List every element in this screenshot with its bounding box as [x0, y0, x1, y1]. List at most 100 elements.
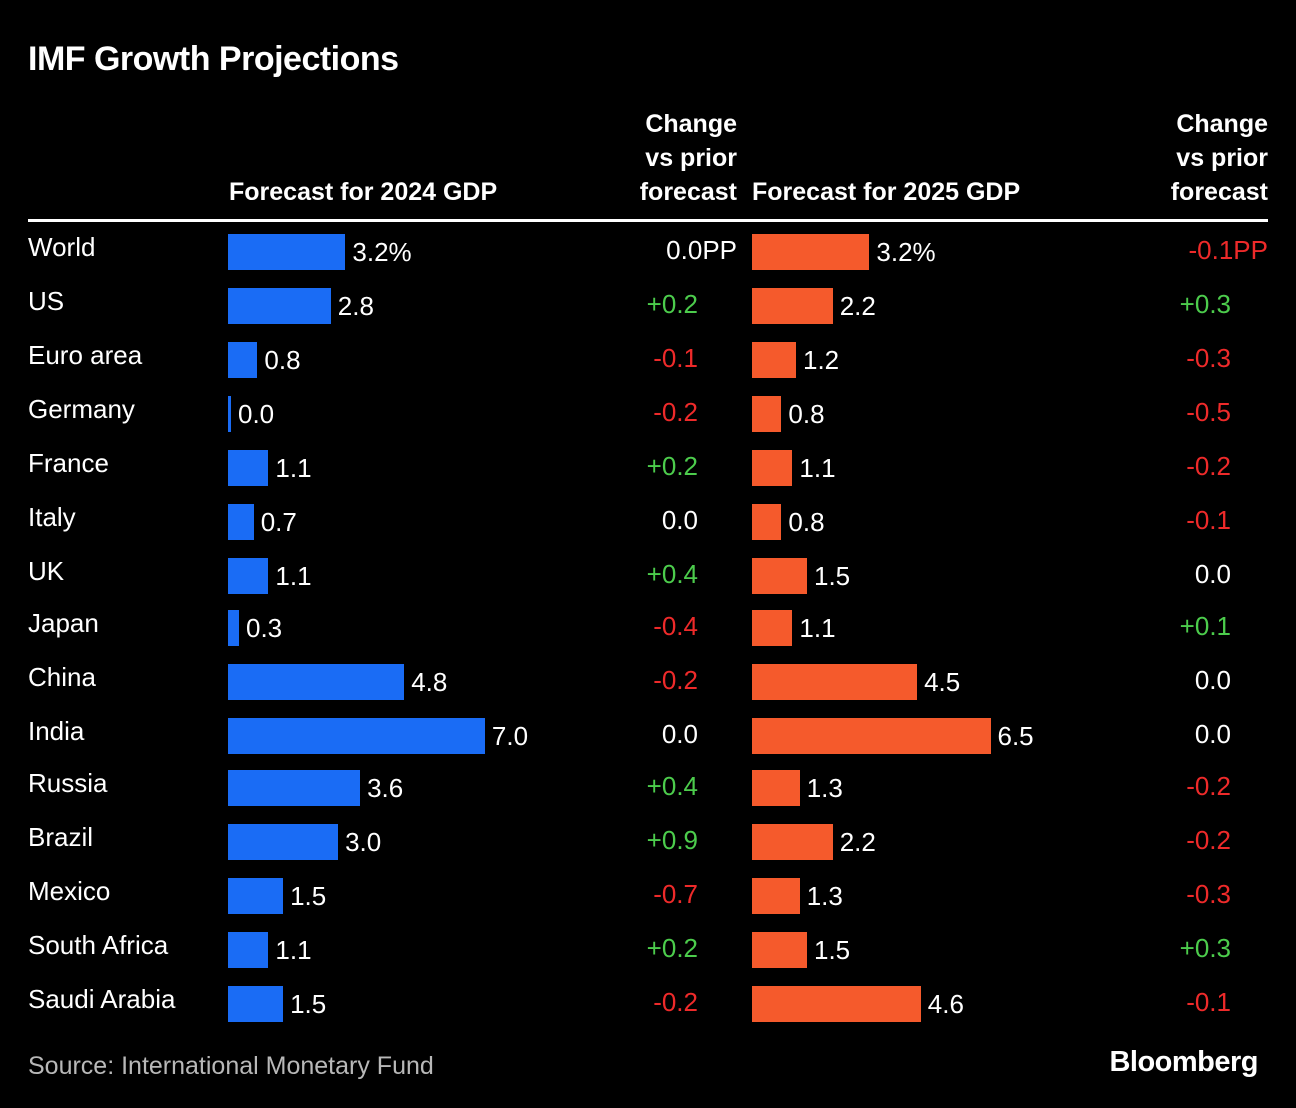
header-forecast-2025: Forecast for 2025 GDP: [752, 178, 1021, 206]
value-label-2025-japan: 1.1: [799, 613, 836, 643]
value-label-2025-india: 6.5: [997, 721, 1034, 751]
chart-title: IMF Growth Projections: [28, 40, 399, 78]
row-label-italy: Italy: [28, 502, 76, 532]
change-2025-china: 0.0: [1194, 665, 1231, 695]
bar-2025-france: [752, 450, 793, 486]
row-label-japan: Japan: [28, 608, 99, 638]
change-2024-china: -0.2: [653, 665, 698, 695]
change-2024-world: 0.0PP: [666, 235, 737, 265]
header-change-2024: Change vs prior forecast: [560, 107, 737, 209]
value-label-2024-uk: 1.1: [275, 561, 312, 591]
value-label-2025-south-africa: 1.5: [814, 935, 851, 965]
bar-2024-brazil: [228, 824, 339, 860]
bar-2024-france: [228, 450, 269, 486]
change-2025-russia: -0.2: [1186, 771, 1231, 801]
change-2025-south-africa: +0.3: [1179, 933, 1231, 963]
bloomberg-logo: Bloomberg: [1109, 1046, 1258, 1078]
row-label-world: World: [28, 232, 96, 262]
header-change-2025: Change vs prior forecast: [1090, 107, 1268, 209]
change-2024-russia: +0.4: [646, 771, 698, 801]
bar-2025-italy: [752, 504, 782, 540]
change-2025-world: -0.1PP: [1188, 235, 1269, 265]
bar-2024-japan: [228, 610, 239, 646]
value-label-2025-uk: 1.5: [814, 561, 851, 591]
bar-2025-us: [752, 288, 833, 324]
header-forecast-2024: Forecast for 2024 GDP: [229, 178, 498, 206]
bar-2025-saudi-arabia: [752, 986, 921, 1022]
change-2025-brazil: -0.2: [1186, 825, 1231, 855]
value-label-2025-us: 2.2: [839, 291, 876, 321]
change-2024-south-africa: +0.2: [646, 933, 698, 963]
value-label-2024-italy: 0.7: [260, 507, 297, 537]
change-2024-india: 0.0: [661, 719, 698, 749]
header-change-2025-line2: vs prior: [1176, 144, 1268, 172]
value-label-2024-france: 1.1: [275, 453, 312, 483]
value-label-2025-world: 3.2%: [876, 237, 936, 267]
row-label-russia: Russia: [28, 768, 108, 798]
change-2024-saudi-arabia: -0.2: [653, 987, 698, 1017]
bar-2024-us: [228, 288, 331, 324]
header-change-2024-line3: forecast: [639, 178, 737, 206]
bar-2025-south-africa: [752, 932, 808, 968]
bar-2024-india: [228, 718, 485, 754]
row-label-china: China: [28, 662, 96, 692]
value-label-2025-france: 1.1: [799, 453, 836, 483]
header-change-2025-line1: Change: [1176, 110, 1268, 138]
row-label-india: India: [28, 716, 85, 746]
bar-2025-world: [752, 234, 870, 270]
value-label-2024-euro-area: 0.8: [264, 345, 301, 375]
change-2024-brazil: +0.9: [646, 825, 698, 855]
bar-2025-uk: [752, 558, 808, 594]
value-label-2024-india: 7.0: [491, 721, 529, 751]
value-label-2025-euro-area: 1.2: [803, 345, 840, 375]
row-label-brazil: Brazil: [28, 822, 94, 852]
bar-2024-uk: [228, 558, 269, 594]
bar-2025-mexico: [752, 878, 800, 914]
change-2024-italy: 0.0: [661, 505, 698, 535]
bar-2024-italy: [228, 504, 254, 540]
value-label-2024-mexico: 1.5: [290, 881, 327, 911]
header-change-2024-line2: vs prior: [645, 144, 737, 172]
change-2024-euro-area: -0.1: [653, 343, 698, 373]
change-2025-india: 0.0: [1194, 719, 1231, 749]
bar-2025-russia: [752, 770, 800, 806]
value-label-2024-russia: 3.6: [367, 773, 404, 803]
value-label-2024-germany: 0.0: [238, 399, 275, 429]
row-label-south-africa: South Africa: [28, 930, 169, 960]
bar-2025-china: [752, 664, 918, 700]
row-label-uk: UK: [28, 556, 65, 586]
change-2025-germany: -0.5: [1186, 397, 1231, 427]
change-2025-japan: +0.1: [1179, 611, 1231, 641]
bar-2025-germany: [752, 396, 782, 432]
value-label-2024-world: 3.2%: [352, 237, 412, 267]
header-divider: [28, 219, 1268, 222]
bar-2025-euro-area: [752, 342, 796, 378]
source-note: Source: International Monetary Fund: [28, 1052, 434, 1080]
value-label-2024-brazil: 3.0: [345, 827, 382, 857]
bar-2024-saudi-arabia: [228, 986, 284, 1022]
value-label-2025-china: 4.5: [924, 667, 961, 697]
value-label-2025-brazil: 2.2: [839, 827, 876, 857]
value-label-2025-russia: 1.3: [806, 773, 843, 803]
change-2024-uk: +0.4: [646, 559, 698, 589]
row-label-us: US: [28, 286, 65, 316]
value-label-2024-saudi-arabia: 1.5: [290, 989, 327, 1019]
row-label-france: France: [28, 448, 109, 478]
change-2024-japan: -0.4: [653, 611, 698, 641]
value-label-2024-south-africa: 1.1: [275, 935, 312, 965]
value-label-2025-italy: 0.8: [788, 507, 825, 537]
bar-2024-russia: [228, 770, 361, 806]
row-label-euro-area: Euro area: [28, 340, 143, 370]
change-2024-france: +0.2: [646, 451, 698, 481]
bar-2024-south-africa: [228, 932, 269, 968]
value-label-2025-germany: 0.8: [788, 399, 825, 429]
value-label-2024-china: 4.8: [411, 667, 448, 697]
row-label-mexico: Mexico: [28, 876, 111, 906]
change-2025-uk: 0.0: [1194, 559, 1231, 589]
change-2025-saudi-arabia: -0.1: [1186, 987, 1231, 1017]
bar-2024-world: [228, 234, 346, 270]
row-label-germany: Germany: [28, 394, 135, 424]
value-label-2024-us: 2.8: [337, 291, 374, 321]
change-2025-france: -0.2: [1186, 451, 1231, 481]
bar-2025-india: [752, 718, 991, 754]
